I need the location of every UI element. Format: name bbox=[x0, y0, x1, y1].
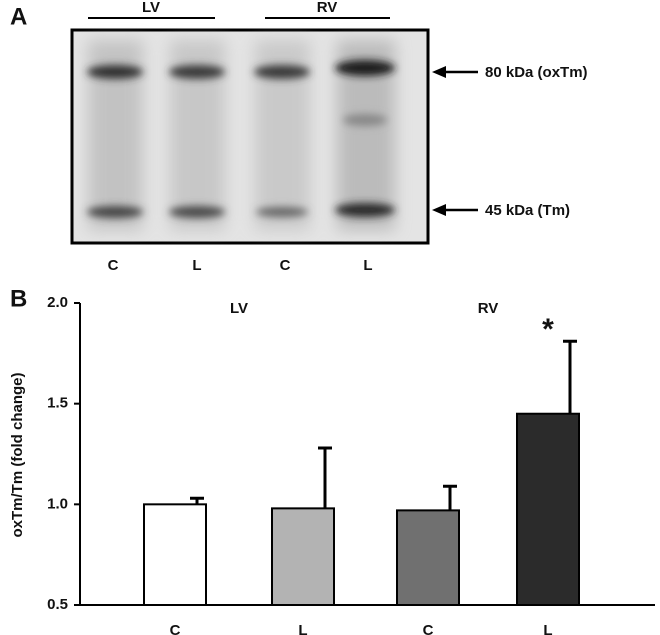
y-tick-label: 1.5 bbox=[47, 395, 68, 412]
bar bbox=[271, 507, 335, 606]
panel-label: B bbox=[10, 285, 27, 312]
lane-label: L bbox=[363, 257, 372, 274]
error-bar bbox=[190, 496, 204, 505]
group-label: LV bbox=[230, 300, 248, 317]
y-tick-label: 2.0 bbox=[47, 294, 68, 311]
lane-label: C bbox=[280, 257, 291, 274]
plot: 0.5 1.0 1.5 2.0 C L C L LV RV * bbox=[47, 294, 655, 635]
bar bbox=[516, 412, 580, 606]
x-tick-label: L bbox=[298, 622, 307, 635]
lane-label: C bbox=[108, 257, 119, 274]
group-label: LV bbox=[142, 0, 160, 16]
x-tick-label: L bbox=[543, 622, 552, 635]
y-axis-title: oxTm/Tm (fold change) bbox=[9, 372, 26, 537]
group-label: RV bbox=[317, 0, 338, 16]
x-tick-label: C bbox=[423, 622, 434, 635]
lane-label: L bbox=[192, 257, 201, 274]
error-bar bbox=[318, 446, 332, 509]
band-label: 80 kDa (oxTm) bbox=[485, 64, 588, 81]
bar bbox=[143, 503, 207, 607]
y-tick-label: 0.5 bbox=[47, 596, 68, 613]
annotation: * bbox=[542, 313, 554, 346]
error-bar bbox=[563, 339, 577, 414]
band-label: 45 kDa (Tm) bbox=[485, 202, 570, 219]
bar bbox=[396, 509, 460, 606]
error-bar bbox=[443, 484, 457, 511]
blot bbox=[70, 28, 430, 245]
panel-label: A bbox=[10, 3, 27, 30]
x-tick-label: C bbox=[170, 622, 181, 635]
arrows bbox=[432, 66, 478, 216]
y-tick-label: 1.0 bbox=[47, 495, 68, 512]
group-label: RV bbox=[478, 300, 499, 317]
